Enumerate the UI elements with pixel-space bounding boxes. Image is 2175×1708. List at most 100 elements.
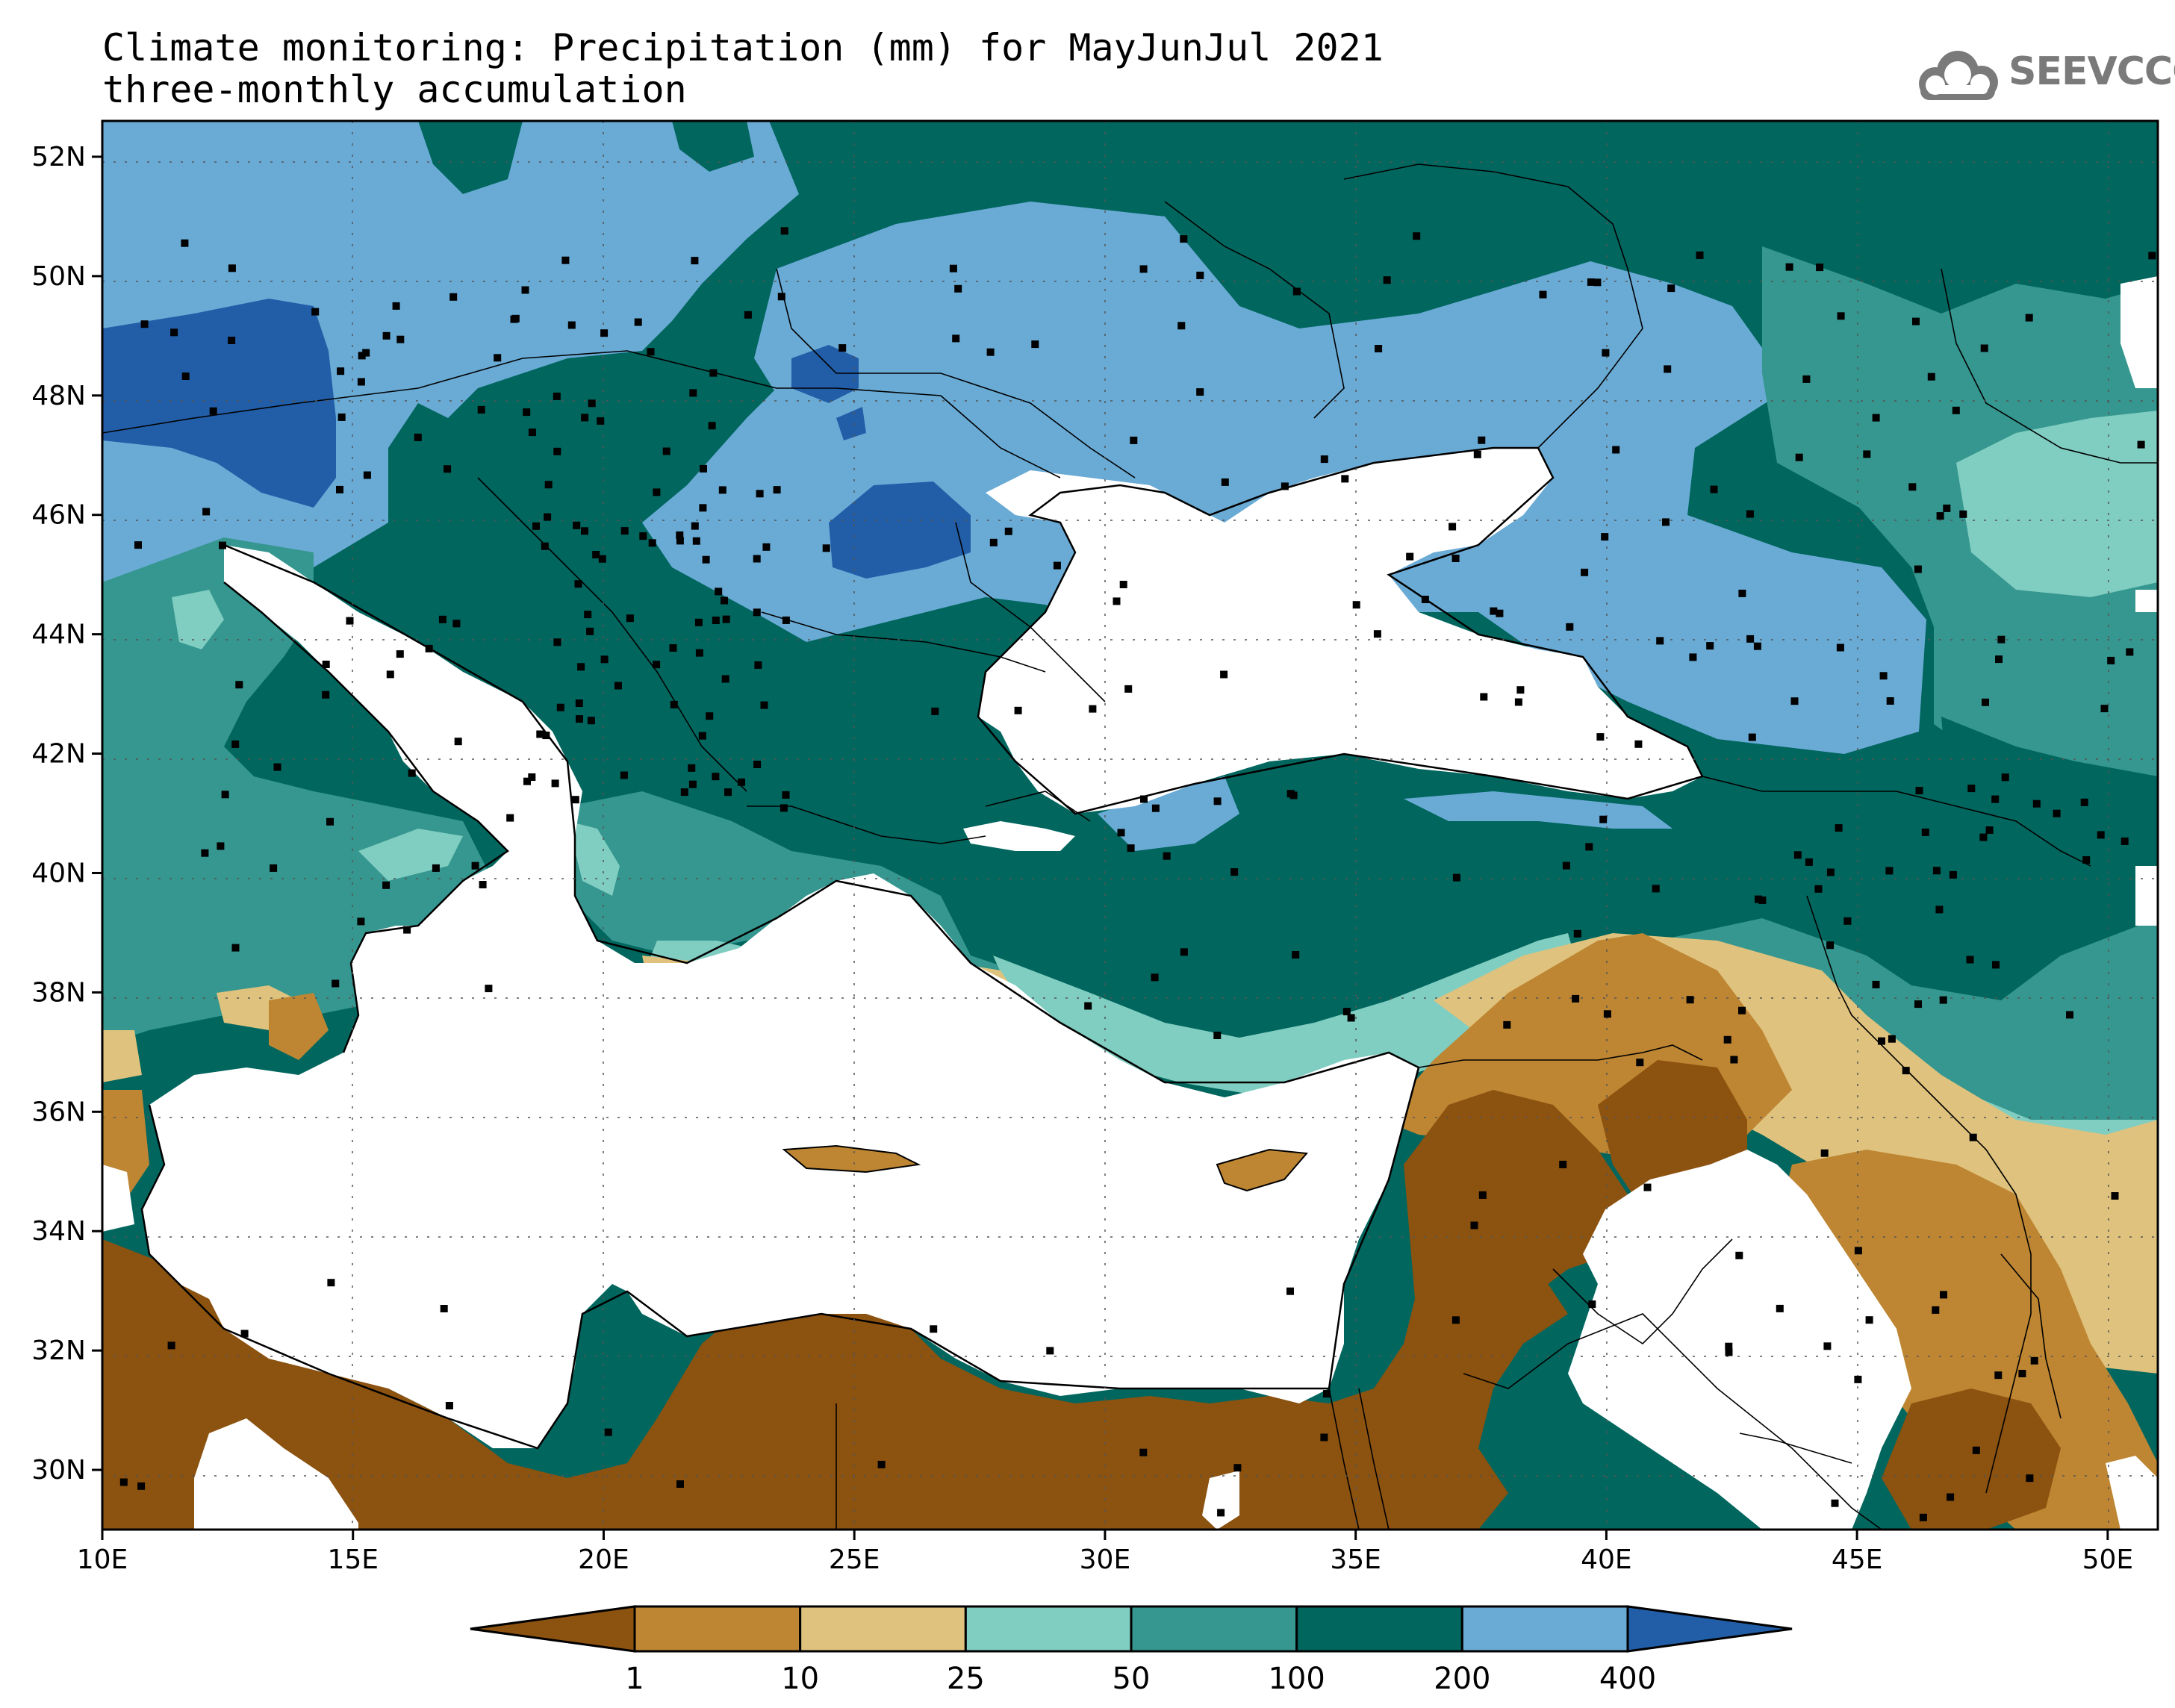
station-marker [620, 771, 628, 779]
station-marker [780, 227, 788, 235]
station-marker [1516, 686, 1525, 694]
station-marker [2107, 656, 2115, 664]
station-marker [454, 738, 462, 746]
station-marker [698, 732, 706, 740]
station-marker [718, 486, 726, 494]
station-marker [1935, 906, 1944, 914]
station-marker [634, 318, 642, 326]
station-marker [1667, 284, 1675, 293]
lat-tick-label: 48N [31, 381, 86, 411]
colorbar-segment [1295, 1605, 1463, 1653]
station-marker [571, 796, 579, 804]
station-marker [1991, 795, 2000, 803]
station-marker [587, 717, 595, 725]
station-marker [1643, 1183, 1652, 1191]
station-marker [2030, 1356, 2038, 1365]
station-marker [1735, 1251, 1743, 1259]
station-marker [1413, 232, 1421, 240]
station-marker [1573, 929, 1581, 938]
lon-tick-label: 25E [829, 1545, 880, 1575]
station-marker [676, 1480, 684, 1488]
station-marker [1662, 518, 1670, 526]
colorbar-segment [1460, 1605, 1629, 1653]
station-marker [181, 373, 190, 380]
station-marker [1375, 345, 1383, 352]
station-marker [2097, 831, 2105, 839]
station-marker [1790, 697, 1799, 705]
lon-tick-label: 20E [578, 1545, 629, 1575]
logo-text: SEEVCCC [2008, 49, 2175, 94]
station-marker [217, 842, 225, 850]
station-marker [1969, 1133, 1977, 1141]
station-marker [273, 763, 281, 771]
station-marker [553, 638, 561, 646]
station-marker [1478, 436, 1486, 444]
station-marker [949, 264, 957, 272]
station-marker [1865, 1316, 1873, 1324]
station-marker [1802, 375, 1811, 383]
station-marker [1979, 833, 1988, 841]
station-marker [1982, 698, 1989, 706]
station-marker [1572, 994, 1580, 1003]
station-marker [1151, 973, 1159, 982]
station-marker [396, 335, 405, 343]
station-marker [1323, 1390, 1331, 1398]
station-marker [721, 596, 728, 605]
station-marker [1914, 565, 1922, 573]
station-marker [1888, 1035, 1896, 1043]
station-marker [528, 773, 536, 781]
station-marker [479, 881, 487, 888]
station-marker [647, 348, 655, 356]
station-marker [228, 264, 236, 272]
station-marker [584, 611, 592, 619]
station-marker [1795, 453, 1803, 461]
station-marker [1820, 1149, 1829, 1157]
station-marker [715, 587, 723, 596]
station-marker [688, 780, 697, 788]
lat-tick-label: 30N [31, 1455, 86, 1486]
station-marker [1292, 287, 1301, 296]
station-marker [471, 861, 479, 870]
station-marker [706, 712, 714, 720]
station-marker [1281, 482, 1289, 490]
station-marker [1885, 867, 1894, 875]
station-marker [724, 788, 732, 797]
station-marker [542, 732, 550, 740]
map-subtitle: three-monthly accumulation [102, 68, 687, 111]
station-marker [1014, 706, 1022, 714]
lon-tick-label: 15E [327, 1545, 379, 1575]
station-marker [1452, 873, 1460, 882]
station-marker [1470, 1221, 1478, 1229]
station-marker [688, 764, 696, 772]
station-marker [2018, 1370, 2026, 1377]
station-marker [1196, 271, 1204, 279]
station-marker [541, 542, 549, 550]
station-marker [699, 504, 707, 512]
station-marker [653, 488, 661, 496]
station-marker [551, 779, 559, 788]
station-marker [235, 681, 243, 689]
station-marker [1213, 797, 1222, 805]
station-marker [1089, 705, 1097, 713]
colorbar-segment [1130, 1605, 1298, 1653]
station-marker [170, 328, 178, 337]
station-marker [337, 367, 345, 375]
colorbar-label: 400 [1599, 1662, 1656, 1696]
station-marker [577, 663, 585, 671]
station-marker [680, 788, 688, 797]
station-marker [396, 650, 404, 658]
station-marker [1886, 697, 1894, 705]
station-marker [780, 804, 788, 812]
station-marker [523, 408, 531, 417]
station-marker [1837, 312, 1845, 320]
lon-tick-label: 35E [1330, 1545, 1381, 1575]
station-marker [1587, 278, 1595, 286]
colorbar-label: 25 [947, 1662, 985, 1696]
station-marker [1952, 406, 1960, 414]
station-marker [708, 422, 716, 430]
station-marker [1585, 843, 1593, 851]
station-marker [1921, 828, 1929, 836]
station-marker [576, 715, 583, 723]
station-marker [1664, 365, 1672, 373]
station-marker [477, 405, 485, 414]
